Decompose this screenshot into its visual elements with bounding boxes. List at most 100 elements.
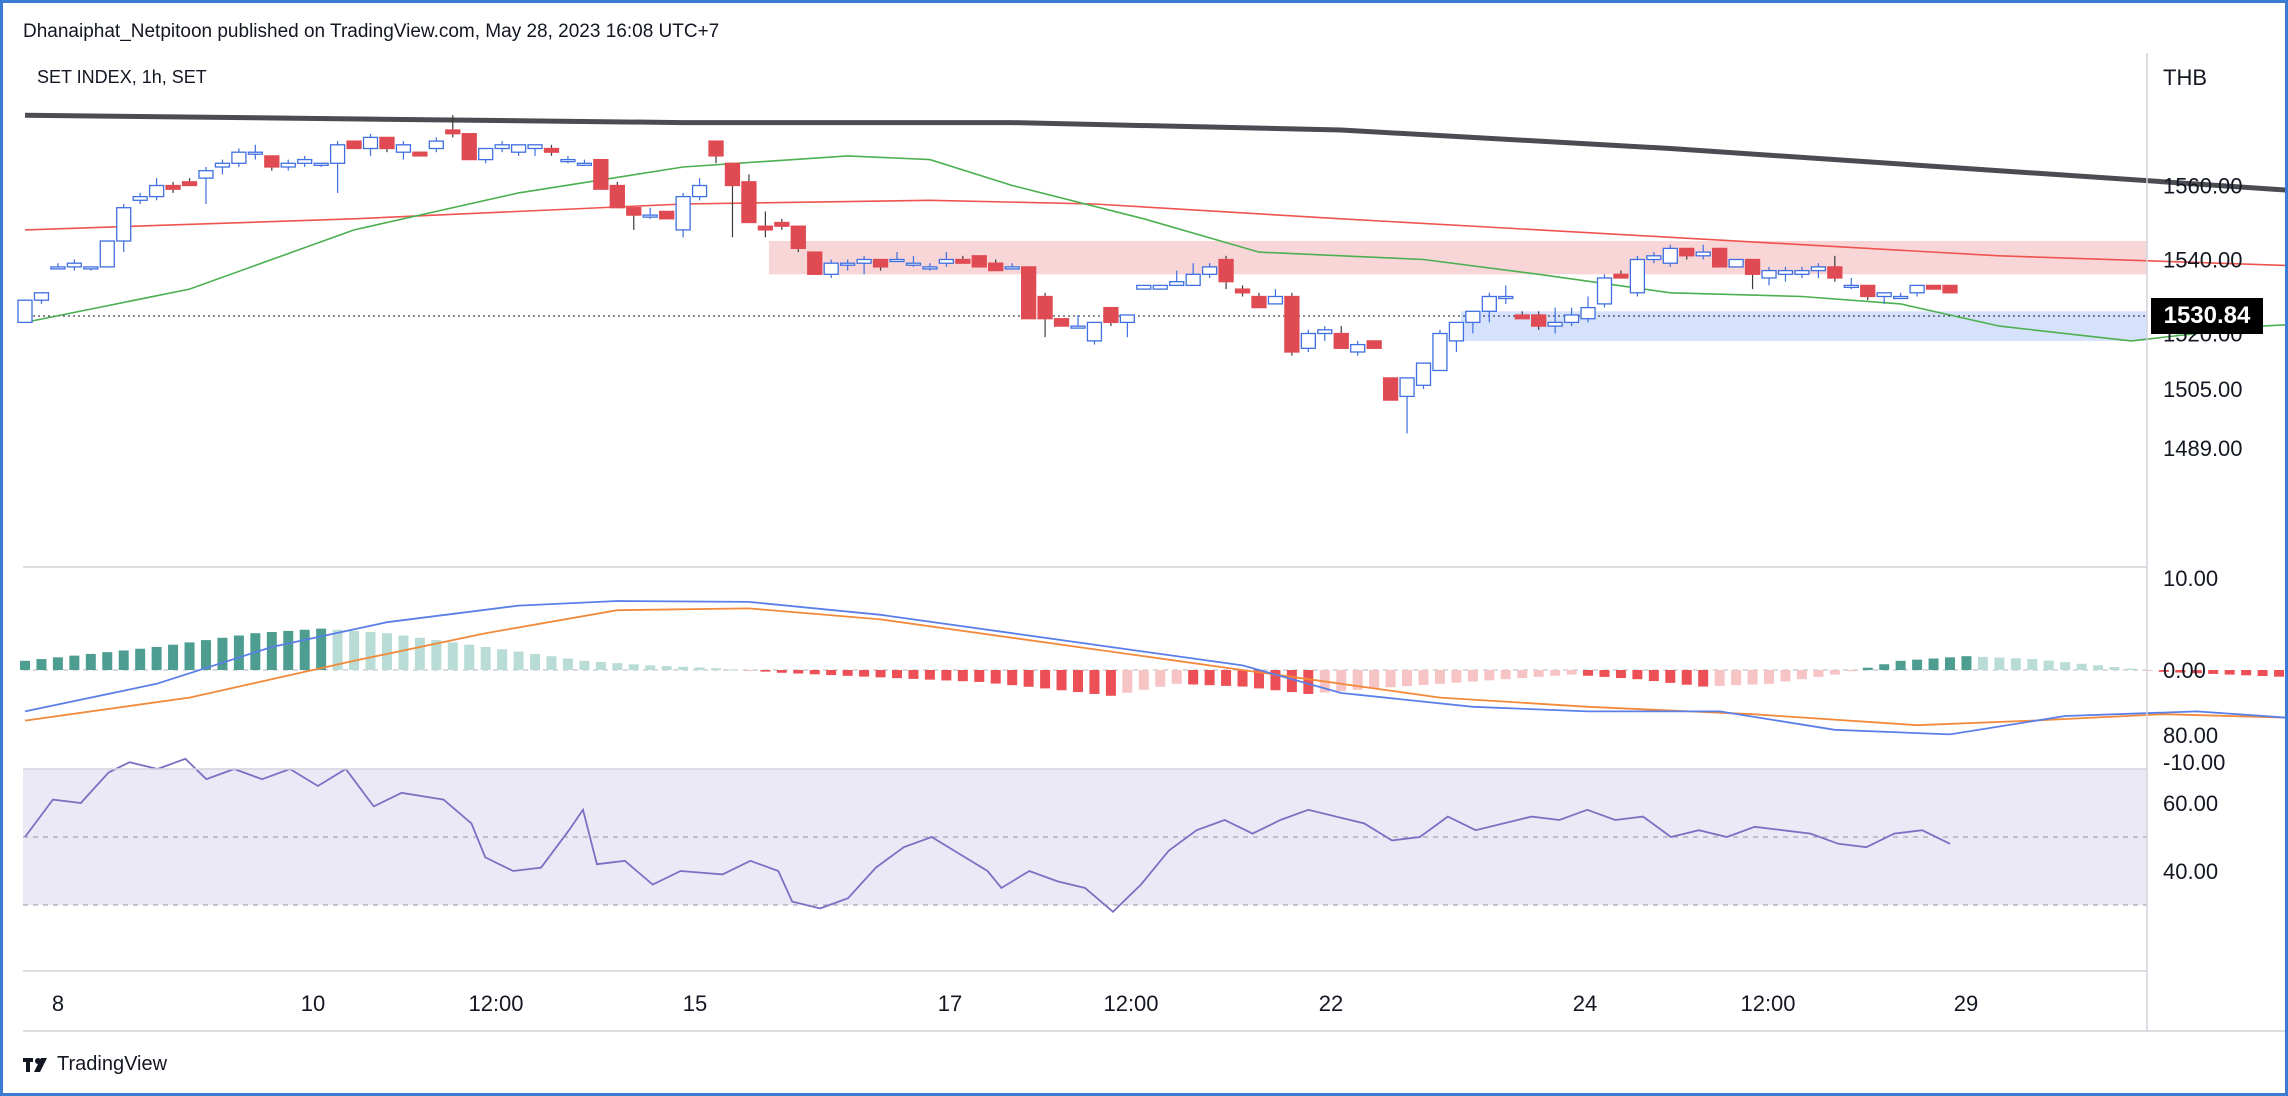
candle-body: [165, 184, 181, 190]
candle: [1185, 263, 1201, 287]
macd-histogram-bar: [1583, 670, 1594, 676]
macd-histogram-bar: [1747, 670, 1758, 685]
candle: [1136, 284, 1152, 290]
macd-histogram-bar: [102, 652, 113, 670]
macd-histogram-bar: [809, 670, 820, 675]
macd-histogram-bar: [233, 635, 244, 670]
price-tick-label: 1560.00: [2163, 174, 2243, 199]
chart-canvas[interactable]: 1560.001540.001520.001505.001489.0010.00…: [3, 3, 2285, 1093]
candle: [1942, 284, 1958, 294]
candle: [1267, 289, 1284, 305]
candle-body: [132, 195, 148, 201]
candle: [510, 144, 527, 156]
candle: [1350, 340, 1366, 356]
candle-body: [1613, 273, 1629, 279]
candle: [642, 207, 658, 219]
candle: [1448, 321, 1465, 352]
candle-body: [741, 181, 757, 224]
candle-body: [1201, 266, 1218, 275]
macd-histogram-bar: [1517, 670, 1528, 679]
candle-body: [1646, 255, 1662, 261]
last-price-tag: 1530.84: [2151, 298, 2263, 334]
macd-histogram-bar: [743, 670, 754, 671]
candle-body: [1728, 258, 1744, 268]
candle: [560, 155, 576, 164]
macd-histogram-bar: [1286, 670, 1297, 693]
candle: [329, 141, 346, 193]
macd-histogram-bar: [168, 644, 179, 670]
moving-averages: [24, 112, 2285, 342]
macd-histogram-bar: [36, 659, 47, 670]
macd-histogram-bar: [135, 648, 146, 670]
candle-body: [1169, 281, 1185, 287]
candle-body: [1382, 377, 1399, 401]
candle: [1679, 247, 1695, 260]
macd-histogram-bar: [760, 670, 771, 672]
macd-histogram-bar: [1402, 670, 1413, 687]
candle: [280, 159, 296, 171]
time-tick-label: 22: [1319, 991, 1343, 1016]
macd-histogram-bar: [1533, 670, 1544, 677]
candle-body: [214, 162, 231, 168]
symbol-label[interactable]: SET INDEX, 1h, SET: [37, 67, 207, 87]
rsi-tick-label: 60.00: [2163, 791, 2218, 816]
candle-body: [1185, 273, 1201, 287]
candle-body: [1761, 269, 1777, 279]
macd-histogram-bar: [1089, 670, 1100, 694]
candle: [938, 252, 955, 267]
candle: [1169, 270, 1185, 287]
macd-histogram-bar: [924, 670, 935, 680]
candle: [1646, 252, 1662, 264]
macd-histogram-bar: [414, 637, 425, 670]
candle-body: [1448, 321, 1465, 342]
candle-body: [790, 225, 806, 250]
candle-body: [1152, 284, 1168, 290]
candle: [247, 144, 263, 160]
rsi-tick-label: 80.00: [2163, 723, 2218, 748]
tradingview-logo[interactable]: TradingView: [23, 1053, 167, 1076]
candle: [148, 178, 165, 201]
time-tick-label: 24: [1573, 991, 1597, 1016]
candle: [593, 158, 609, 190]
macd-histogram-bar: [2076, 663, 2087, 670]
candle-body: [1827, 266, 1843, 279]
candle-body: [1119, 314, 1136, 324]
macd-histogram-bar: [1895, 660, 1906, 670]
candle: [1777, 266, 1794, 282]
candle: [988, 259, 1004, 272]
candle: [132, 192, 148, 204]
macd-histogram-bar: [711, 668, 722, 670]
candle-body: [33, 292, 50, 301]
macd-histogram-bar: [398, 635, 409, 670]
macd-histogram-bar: [480, 647, 491, 670]
candle-body: [50, 266, 66, 270]
rsi-pane: [23, 757, 2147, 914]
candle: [1284, 292, 1300, 356]
candle-body: [1234, 288, 1251, 294]
candle-body: [362, 136, 379, 150]
macd-histogram-bar: [1945, 657, 1955, 670]
macd-histogram-bar: [2257, 670, 2268, 676]
candle-body: [609, 184, 625, 209]
candle-body: [1498, 295, 1514, 300]
macd-histogram-bar: [1994, 657, 2005, 670]
candle: [83, 266, 99, 271]
macd-histogram-bar: [200, 640, 211, 670]
macd-histogram-bar: [2224, 670, 2235, 675]
candle: [905, 255, 922, 267]
price-tick-label: 1540.00: [2163, 248, 2243, 273]
macd-histogram-bar: [612, 663, 623, 670]
macd-histogram-bar: [793, 670, 804, 674]
macd-histogram-bar: [1369, 670, 1380, 689]
candle-body: [905, 262, 922, 266]
macd-histogram-bar: [299, 629, 310, 670]
candle-body: [757, 225, 774, 231]
candle: [379, 136, 395, 153]
macd-histogram-bar: [1056, 670, 1067, 691]
candle-body: [1251, 295, 1267, 309]
time-tick-label: 15: [683, 991, 707, 1016]
macd-histogram-bar: [875, 670, 886, 678]
candle-body: [395, 144, 412, 153]
candle: [1333, 326, 1349, 349]
candle-body: [708, 140, 724, 157]
